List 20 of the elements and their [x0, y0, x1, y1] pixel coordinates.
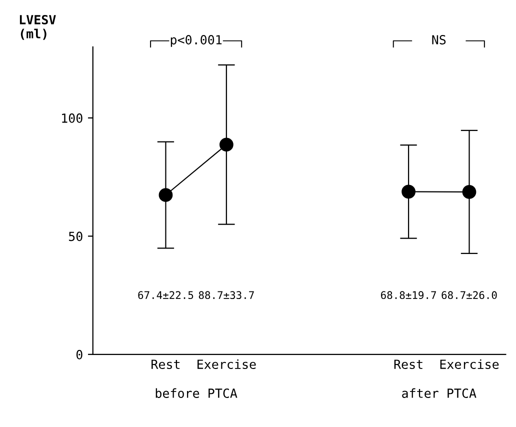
y-tick-label: 50 — [68, 232, 82, 242]
annotation: 67.4±22.5 — [138, 291, 194, 300]
x-tick-label: Exercise — [198, 359, 256, 370]
point — [462, 184, 476, 199]
text: NS — [432, 35, 446, 44]
point — [219, 138, 234, 152]
text: after PTCA — [402, 388, 476, 398]
text: p<0.001 — [170, 35, 222, 47]
annotation: 68.8±19.7 — [381, 291, 436, 300]
y-tick-label: 0 — [76, 350, 82, 360]
point — [402, 184, 416, 199]
x-tick-label: Rest — [394, 360, 422, 370]
x-tick-label: Exercise — [440, 359, 499, 370]
text: before PTCA — [156, 388, 238, 398]
annotation: 68.7±26.0 — [442, 291, 497, 300]
y-axis-title: LVESV (ml) — [20, 14, 56, 40]
x-tick-label: Rest — [152, 360, 180, 370]
annotation: 88.7±33.7 — [198, 291, 254, 300]
y-tick-label: 100 — [62, 113, 82, 123]
point — [158, 188, 173, 202]
